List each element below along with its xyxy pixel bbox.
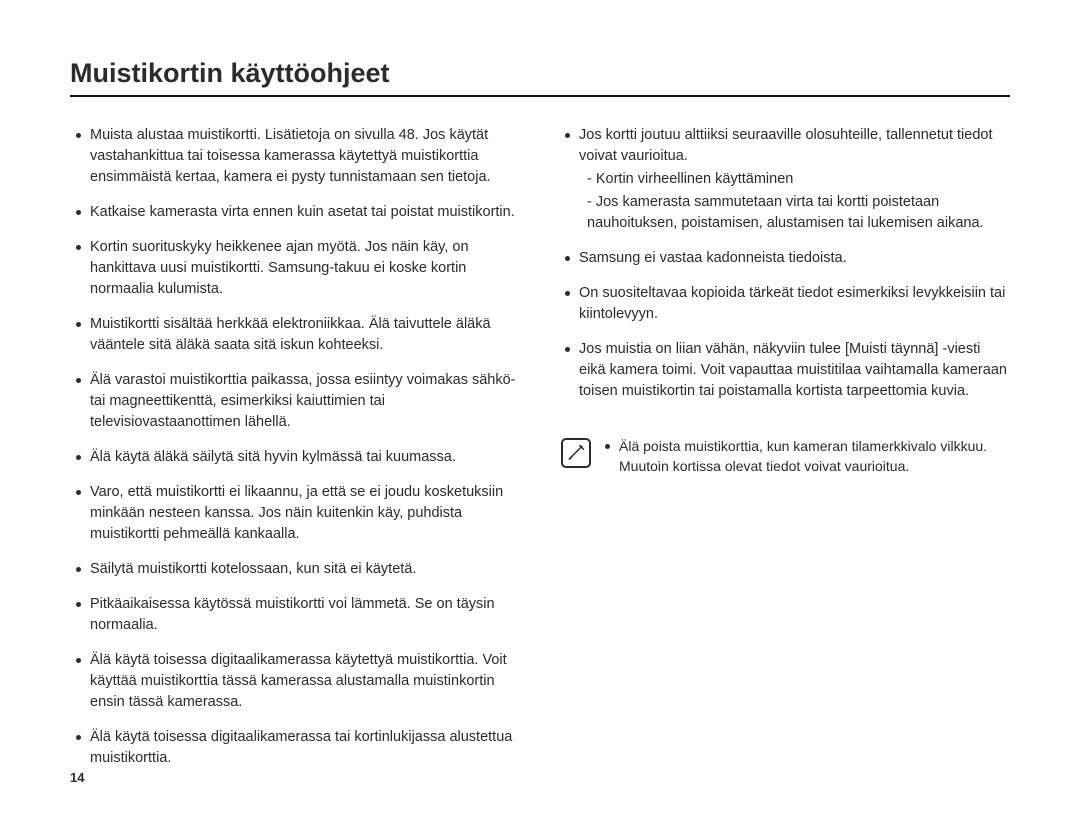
bullet-item: Älä käytä toisessa digitaalikamerassa ta… bbox=[90, 727, 521, 769]
left-bullets: Muista alustaa muistikortti. Lisätietoja… bbox=[70, 125, 521, 769]
left-column: Muista alustaa muistikortti. Lisätietoja… bbox=[70, 125, 521, 783]
bullet-item: Varo, että muistikortti ei likaannu, ja … bbox=[90, 482, 521, 545]
bullet-item: Muista alustaa muistikortti. Lisätietoja… bbox=[90, 125, 521, 188]
note-icon bbox=[561, 438, 591, 468]
sub-item: - Jos kamerasta sammutetaan virta tai ko… bbox=[579, 192, 1010, 234]
bullet-item: Jos muistia on liian vähän, näkyviin tul… bbox=[579, 339, 1010, 402]
page-number: 14 bbox=[70, 770, 84, 785]
bullet-item: Kortin suorituskyky heikkenee ajan myötä… bbox=[90, 237, 521, 300]
bullet-item: Muistikortti sisältää herkkää elektronii… bbox=[90, 314, 521, 356]
note-text: Älä poista muistikorttia, kun kameran ti… bbox=[605, 436, 1010, 477]
bullet-item: Samsung ei vastaa kadonneista tiedoista. bbox=[579, 248, 1010, 269]
bullet-item: Älä käytä toisessa digitaalikamerassa kä… bbox=[90, 650, 521, 713]
bullet-item: On suositeltavaa kopioida tärkeät tiedot… bbox=[579, 283, 1010, 325]
bullet-item: Säilytä muistikortti kotelossaan, kun si… bbox=[90, 559, 521, 580]
bullet-item: Pitkäaikaisessa käytössä muistikortti vo… bbox=[90, 594, 521, 636]
right-column: Jos kortti joutuu alttiiksi seuraaville … bbox=[559, 125, 1010, 783]
bullet-item: Jos kortti joutuu alttiiksi seuraaville … bbox=[579, 125, 1010, 234]
note-item: Älä poista muistikorttia, kun kameran ti… bbox=[605, 436, 1010, 477]
note-callout: Älä poista muistikorttia, kun kameran ti… bbox=[559, 436, 1010, 477]
content-columns: Muista alustaa muistikortti. Lisätietoja… bbox=[70, 125, 1010, 783]
page-title: Muistikortin käyttöohjeet bbox=[70, 58, 1010, 97]
sub-item: - Kortin virheellinen käyttäminen bbox=[579, 169, 1010, 190]
bullet-item: Älä varastoi muistikorttia paikassa, jos… bbox=[90, 370, 521, 433]
bullet-item: Katkaise kamerasta virta ennen kuin aset… bbox=[90, 202, 521, 223]
right-bullets: Jos kortti joutuu alttiiksi seuraaville … bbox=[559, 125, 1010, 402]
bullet-item: Älä käytä äläkä säilytä sitä hyvin kylmä… bbox=[90, 447, 521, 468]
